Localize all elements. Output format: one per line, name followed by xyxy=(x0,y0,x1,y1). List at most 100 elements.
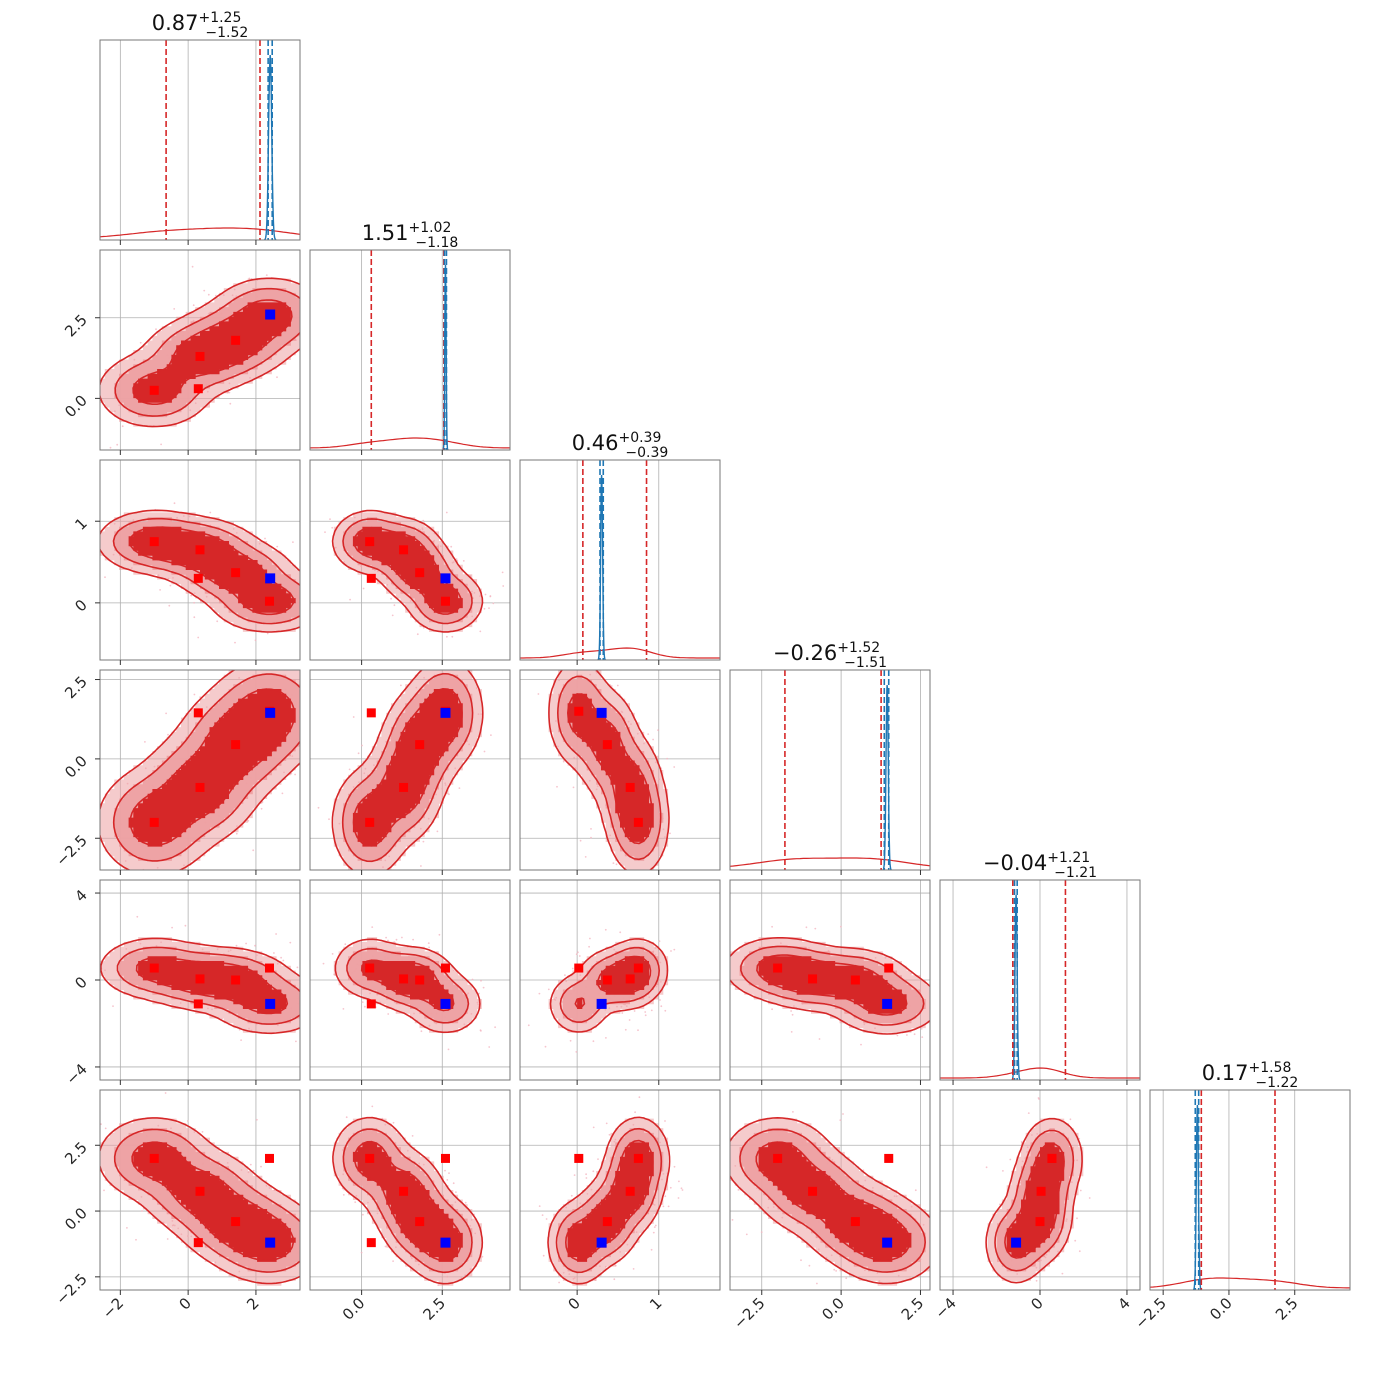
contour-level-3 xyxy=(567,1142,654,1262)
contour-level-3 xyxy=(138,956,287,1014)
sample-point xyxy=(266,632,269,635)
sample-point xyxy=(585,1173,587,1176)
marker-3 xyxy=(415,568,425,578)
x-tick-label-3: 2.5 xyxy=(1272,1294,1302,1324)
sample-point xyxy=(488,1046,491,1048)
sample-point xyxy=(941,1250,943,1252)
title-median: −0.26 xyxy=(773,641,837,665)
sample-point xyxy=(126,1227,128,1229)
sample-point xyxy=(305,339,307,341)
truth-marker xyxy=(1011,1237,1022,1248)
contour-line-2 xyxy=(113,1128,300,1273)
sample-point xyxy=(357,752,360,755)
sample-point xyxy=(946,1242,948,1244)
sample-point xyxy=(52,1146,54,1148)
contour-panel-6-2: 0.0 2.5 xyxy=(309,1089,511,1324)
sample-point xyxy=(165,712,167,715)
sample-point xyxy=(88,574,90,576)
sample-point xyxy=(840,925,842,928)
narrow-posterior-histogram xyxy=(597,474,606,660)
sample-point xyxy=(578,955,581,957)
marker-3 xyxy=(850,975,860,985)
panel-title-3: 0.46+0.39 −0.39 xyxy=(572,430,669,461)
sample-point xyxy=(444,1169,446,1172)
truth-marker xyxy=(440,573,451,584)
sample-point xyxy=(345,1116,348,1119)
contour-line-2 xyxy=(994,1129,1075,1272)
contour-level-3 xyxy=(758,1142,912,1262)
sample-point xyxy=(562,760,565,763)
contour-line-3 xyxy=(132,299,293,405)
sample-point xyxy=(455,1191,457,1193)
marker-1 xyxy=(149,963,159,973)
marker-4 xyxy=(1047,1153,1057,1163)
sample-point xyxy=(294,773,296,776)
sample-point xyxy=(361,744,363,747)
sample-point xyxy=(673,1165,676,1168)
sample-point xyxy=(1027,1112,1030,1114)
sample-point xyxy=(422,519,425,522)
contour-level-3 xyxy=(567,693,654,842)
truth-marker xyxy=(882,1237,893,1248)
sample-point xyxy=(66,979,68,981)
sample-point xyxy=(304,577,306,579)
sample-point xyxy=(82,392,84,394)
sample-point xyxy=(541,1214,544,1216)
y-tick-label-2: 2.5 xyxy=(61,311,91,341)
sample-point xyxy=(575,953,578,956)
sample-point xyxy=(816,1282,818,1285)
contour-level-3 xyxy=(128,689,296,847)
panel-frame xyxy=(99,249,301,451)
sample-point xyxy=(311,542,313,544)
contour-line-3 xyxy=(755,1141,911,1262)
sample-point xyxy=(584,856,587,858)
y-tick-label-1: −4 xyxy=(62,1060,90,1088)
sample-point xyxy=(260,1165,262,1168)
sample-point xyxy=(932,1015,934,1017)
sample-point xyxy=(818,1038,821,1040)
sample-point xyxy=(329,1044,331,1046)
panel-title-6: 0.17+1.58 −1.22 xyxy=(1202,1060,1299,1091)
contour-panel-4-2 xyxy=(309,661,511,875)
sample-point xyxy=(416,633,419,636)
sample-point xyxy=(669,1186,672,1189)
sample-point xyxy=(596,666,598,668)
sample-point xyxy=(371,1105,374,1108)
sample-point xyxy=(324,1227,326,1229)
sample-point xyxy=(678,1180,680,1183)
contour-level-3 xyxy=(362,961,454,1009)
sample-point xyxy=(492,602,495,605)
contour-line-1 xyxy=(100,1117,300,1285)
marker-3 xyxy=(1035,1217,1045,1227)
panel-frame xyxy=(99,459,301,661)
title-plus: +1.02 xyxy=(408,220,451,236)
sample-point xyxy=(306,999,308,1001)
sample-point xyxy=(329,518,331,520)
sample-point xyxy=(420,865,422,867)
sample-point xyxy=(249,1163,252,1166)
contour-level-3 xyxy=(1006,1142,1065,1258)
sample-point xyxy=(86,955,88,957)
truth-marker xyxy=(596,998,607,1009)
marker-2 xyxy=(808,1186,818,1196)
sample-point xyxy=(662,926,664,928)
sample-point xyxy=(1069,1118,1072,1121)
sample-point xyxy=(694,937,696,939)
sample-point xyxy=(681,1189,684,1191)
sample-point xyxy=(605,1037,607,1039)
sample-point xyxy=(362,587,365,590)
sample-point xyxy=(260,807,263,810)
sample-point xyxy=(502,585,505,587)
sample-point xyxy=(308,747,310,749)
contour-line-3 xyxy=(135,956,289,1015)
sample-point xyxy=(393,604,396,607)
x-tick-label-1: −2.5 xyxy=(1131,1294,1169,1332)
sample-point xyxy=(647,733,650,735)
contour-line-1 xyxy=(547,1116,671,1285)
marker-1 xyxy=(149,1153,159,1163)
sample-point xyxy=(420,661,422,663)
sample-point xyxy=(392,1121,395,1124)
sample-point xyxy=(420,1030,423,1033)
sample-point xyxy=(657,729,659,731)
